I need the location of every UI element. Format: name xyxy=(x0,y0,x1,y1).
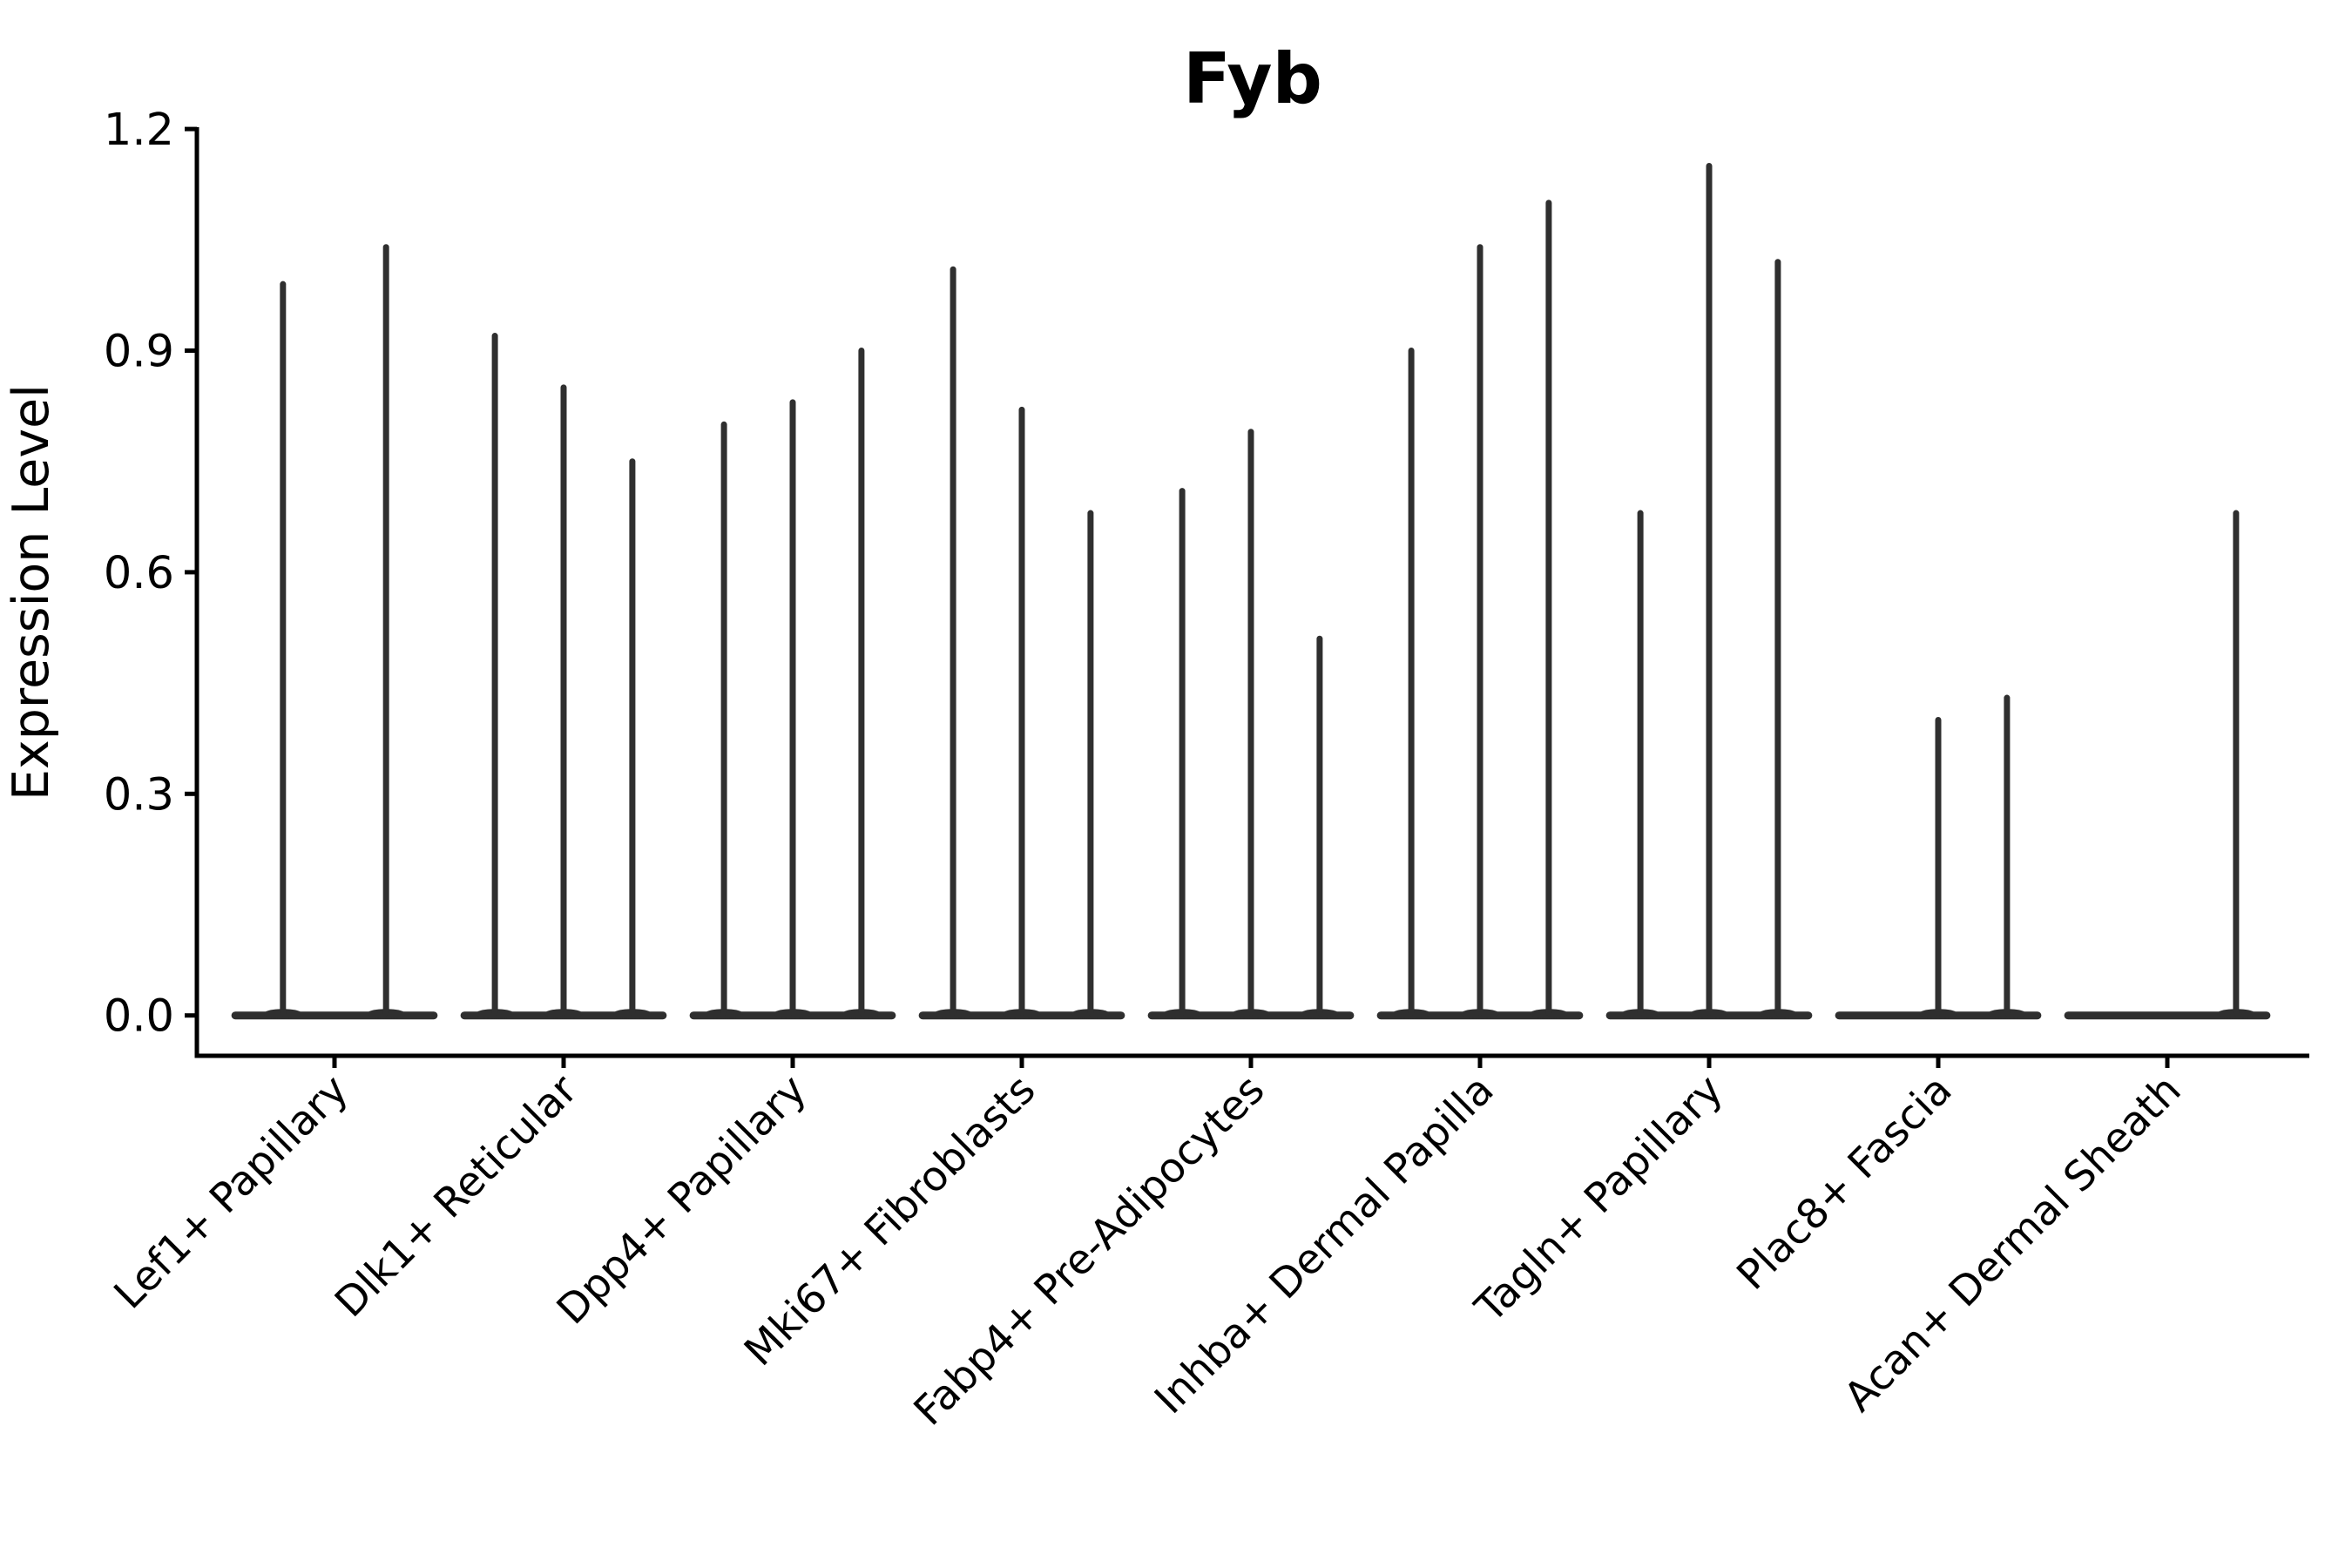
y-axis-label: Expression Level xyxy=(3,384,60,801)
x-tick-label: Tagln+ Papillary xyxy=(1466,1066,1733,1333)
x-tick-label: Dpp4+ Papillary xyxy=(548,1066,816,1335)
x-tick-label: Dlk1+ Reticular xyxy=(326,1065,587,1327)
x-tick-label: Lef1+ Papillary xyxy=(105,1066,358,1319)
violin-base xyxy=(231,1011,438,1020)
y-tick-label: 1.2 xyxy=(104,105,174,156)
y-tick-label: 0.9 xyxy=(104,327,174,378)
violin-layer xyxy=(231,163,2271,1020)
x-tick-label: Plac8+ Fascia xyxy=(1728,1066,1962,1300)
y-tick-label: 0.0 xyxy=(104,991,174,1043)
chart-title: Fyb xyxy=(1183,38,1322,119)
y-tick-label: 0.6 xyxy=(104,548,174,599)
y-tick-label: 0.3 xyxy=(104,769,174,821)
